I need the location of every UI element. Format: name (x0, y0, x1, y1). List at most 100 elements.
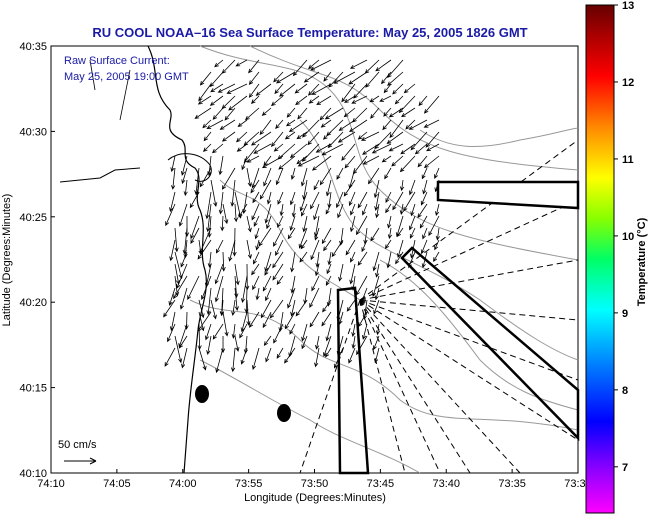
current-vector (422, 227, 428, 240)
current-vector (284, 131, 296, 140)
current-vector (320, 119, 332, 128)
current-vector (302, 215, 308, 233)
current-vector (234, 263, 240, 286)
current-vector (269, 299, 284, 319)
current-vector (183, 179, 188, 197)
current-vector (324, 107, 344, 120)
current-vector (202, 119, 212, 129)
current-vector (236, 131, 248, 143)
x-tick-label: 74:00 (169, 478, 197, 490)
sector-boundary-dashed (359, 139, 579, 301)
y-tick-label: 40:30 (19, 126, 47, 138)
current-vector (174, 227, 179, 253)
current-vector (369, 95, 380, 103)
current-vector (373, 179, 380, 199)
current-vector (294, 83, 308, 94)
current-vector (214, 263, 224, 285)
current-vector (348, 191, 356, 207)
current-vector (238, 203, 248, 218)
current-vector (245, 107, 260, 121)
current-vector (387, 71, 404, 86)
current-vector (357, 191, 368, 209)
current-vector (385, 191, 392, 203)
current-vector (375, 59, 392, 72)
current-vector (325, 275, 332, 286)
current-vector (169, 191, 176, 213)
current-vector (251, 347, 260, 371)
current-vector (181, 347, 188, 369)
current-vector (166, 323, 176, 343)
current-vector (345, 239, 356, 256)
current-vector (246, 239, 252, 260)
current-vector (248, 59, 260, 74)
current-vector (273, 227, 284, 247)
y-tick-label: 40:15 (19, 383, 47, 395)
current-vector (180, 155, 188, 176)
current-vector (420, 239, 428, 255)
current-vector (217, 83, 236, 93)
current-vector (230, 179, 236, 207)
current-vector (381, 155, 392, 163)
current-vector (313, 179, 320, 191)
current-vector (255, 83, 272, 96)
current-vector (349, 215, 356, 233)
current-vector (289, 143, 308, 159)
contour-line (199, 45, 579, 261)
contour-line (379, 259, 579, 411)
colorbar-tick-label: 11 (622, 154, 634, 166)
x-tick-label: 73:55 (235, 478, 263, 490)
current-vector (396, 227, 404, 238)
current-vector (333, 71, 356, 84)
current-vector (220, 335, 226, 354)
current-vector (301, 323, 308, 342)
current-vector (383, 83, 392, 94)
current-vector (350, 203, 356, 216)
current-vector (273, 323, 284, 344)
river-path (89, 59, 131, 121)
x-tick-label: 73:50 (301, 478, 329, 490)
current-vector (387, 215, 392, 229)
current-vector (249, 311, 260, 328)
coastline-path (147, 45, 207, 474)
current-vector (328, 71, 344, 88)
current-vector (260, 299, 272, 319)
current-vector (194, 107, 212, 119)
current-vector (357, 131, 368, 140)
current-vector (173, 275, 188, 300)
current-vector (292, 59, 308, 77)
x-axis-label: Longitude (Degrees:Minutes) (244, 492, 386, 504)
current-vector (403, 191, 416, 212)
current-vector (284, 347, 296, 364)
current-vector (284, 311, 296, 330)
current-vector (325, 179, 332, 197)
colorbar-tick-label: 12 (622, 77, 634, 89)
current-vector (301, 143, 320, 162)
current-vector (203, 131, 212, 142)
current-vector (325, 203, 332, 215)
current-vector (168, 287, 176, 306)
current-vector (297, 155, 320, 167)
current-vector (357, 251, 368, 266)
current-vector (285, 119, 296, 127)
current-vector (302, 119, 320, 138)
current-vector (331, 239, 344, 258)
current-vector (421, 167, 428, 180)
current-vector (197, 95, 212, 105)
current-vector (315, 335, 320, 350)
current-vector (337, 203, 344, 219)
current-vector (275, 167, 284, 186)
current-vector (265, 347, 272, 363)
current-vector (316, 95, 332, 106)
current-vector (343, 179, 356, 197)
current-vector (349, 59, 368, 69)
current-vector (426, 143, 440, 152)
current-vector (296, 131, 308, 140)
current-vector (362, 155, 380, 165)
current-vector (206, 203, 212, 233)
current-vector (339, 227, 344, 246)
plot-area: Raw Surface Current: May 25, 2005 19:00 … (50, 45, 580, 475)
current-vector (307, 131, 320, 146)
current-vector (164, 347, 176, 367)
current-vector (239, 323, 248, 339)
current-vector (310, 59, 332, 71)
